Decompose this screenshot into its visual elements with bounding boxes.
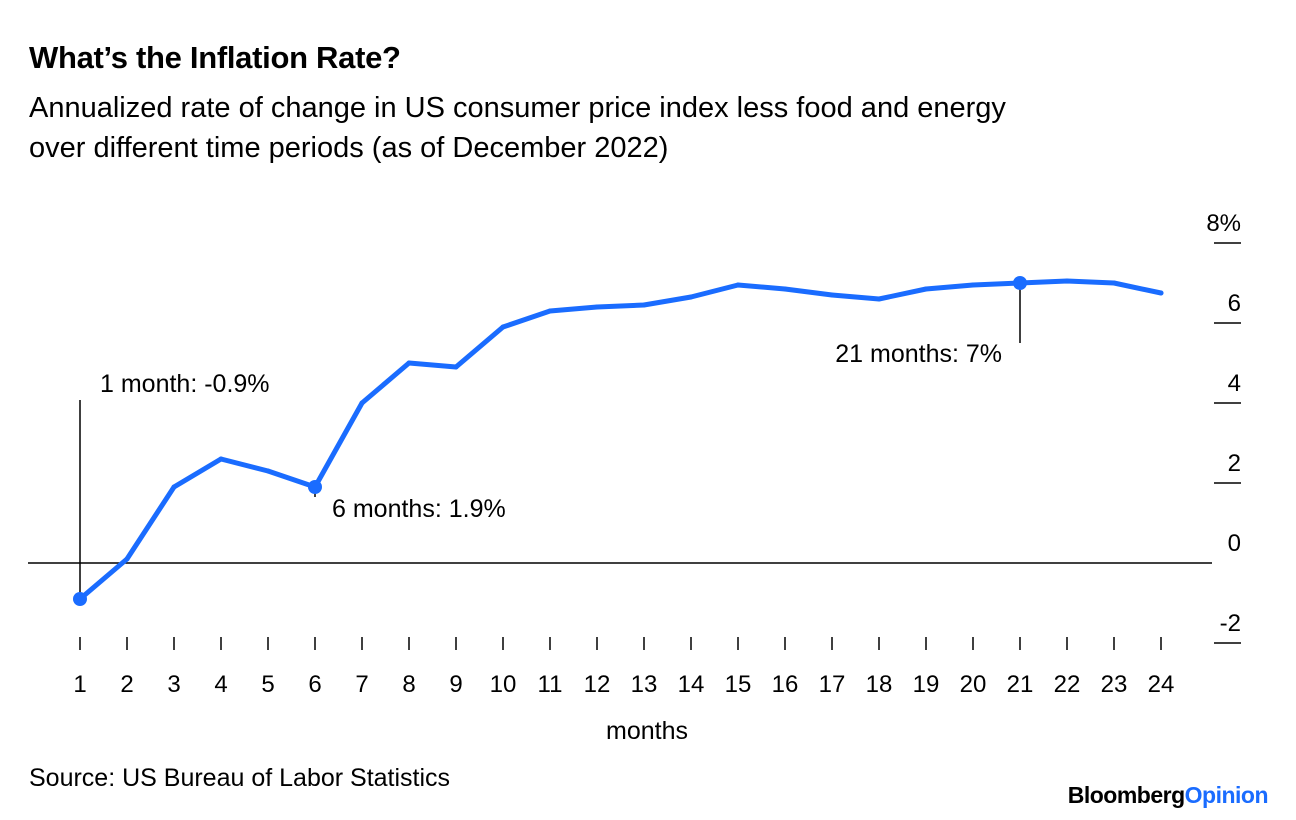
x-tick-label-22: 23: [1101, 671, 1128, 698]
x-tick-label-11: 12: [584, 671, 611, 698]
subtitle-line-1: Annualized rate of change in US consumer…: [29, 92, 1006, 124]
x-tick-label-13: 14: [678, 671, 705, 698]
data-point-month-17: [829, 292, 835, 298]
x-tick-label-16: 17: [819, 671, 846, 698]
data-point-month-15: [735, 282, 741, 288]
subtitle-line-2: over different time periods (as of Decem…: [29, 132, 669, 164]
x-tick-label-19: 20: [960, 671, 987, 698]
x-tick-label-14: 15: [725, 671, 752, 698]
x-tick-label-23: 24: [1148, 671, 1175, 698]
annotation-label-2: 6 months: 1.9%: [332, 495, 506, 523]
x-tick-label-8: 9: [449, 671, 462, 698]
x-tick-label-12: 13: [631, 671, 658, 698]
chart-title: What’s the Inflation Rate?: [29, 40, 401, 75]
x-tick-label-1: 2: [120, 671, 133, 698]
brand-bloomberg: Bloomberg: [1067, 782, 1185, 808]
y-tick-label-1: 0: [1228, 530, 1241, 557]
annotation-label-1: 1 month: -0.9%: [100, 370, 270, 398]
source-note: Source: US Bureau of Labor Statistics: [29, 764, 451, 792]
y-tick-label-0: -2: [1220, 610, 1241, 637]
chart-subtitle: Annualized rate of change in US consumer…: [29, 88, 1279, 168]
y-tick-label-2: 2: [1228, 450, 1241, 477]
data-point-month-4: [218, 456, 224, 462]
x-tick-label-0: 1: [73, 671, 86, 698]
annotation-marker-2: [308, 480, 322, 494]
x-tick-label-20: 21: [1007, 671, 1034, 698]
data-point-month-13: [641, 302, 647, 308]
y-tick-label-5: 8%: [1206, 210, 1241, 237]
data-point-month-2: [124, 556, 130, 562]
data-point-month-19: [923, 286, 929, 292]
x-tick-label-10: 11: [538, 671, 563, 698]
x-tick-label-6: 7: [355, 671, 368, 698]
annotation-marker-1: [73, 592, 87, 606]
data-point-month-11: [547, 308, 553, 314]
data-point-month-12: [594, 304, 600, 310]
x-axis-label: months: [606, 717, 688, 745]
data-point-month-20: [970, 282, 976, 288]
x-tick-label-5: 6: [308, 671, 321, 698]
data-point-month-23: [1111, 280, 1117, 286]
data-point-month-8: [406, 360, 412, 366]
x-tick-label-2: 3: [167, 671, 180, 698]
annotation-label-3: 21 months: 7%: [835, 340, 1002, 368]
brand-opinion: Opinion: [1184, 782, 1269, 808]
x-tick-label-4: 5: [261, 671, 274, 698]
data-point-month-7: [359, 400, 365, 406]
x-tick-label-3: 4: [214, 671, 227, 698]
data-point-month-5: [265, 468, 271, 474]
annotation-marker-3: [1013, 276, 1027, 290]
data-point-month-3: [171, 484, 177, 490]
y-tick-label-3: 4: [1228, 370, 1241, 397]
x-tick-label-15: 16: [772, 671, 799, 698]
data-point-month-24: [1158, 290, 1164, 296]
x-tick-label-9: 10: [490, 671, 517, 698]
data-point-month-14: [688, 294, 694, 300]
x-tick-label-17: 18: [866, 671, 893, 698]
y-tick-label-4: 6: [1228, 290, 1241, 317]
data-point-month-16: [782, 286, 788, 292]
series-line-1: [77, 278, 1164, 602]
data-point-month-22: [1064, 278, 1070, 284]
x-tick-label-18: 19: [913, 671, 940, 698]
x-tick-label-21: 22: [1054, 671, 1081, 698]
brand-logo: BloombergOpinion: [1067, 782, 1269, 809]
data-point-month-10: [500, 324, 506, 330]
data-point-month-18: [876, 296, 882, 302]
x-tick-label-7: 8: [402, 671, 415, 698]
data-point-month-9: [453, 364, 459, 370]
